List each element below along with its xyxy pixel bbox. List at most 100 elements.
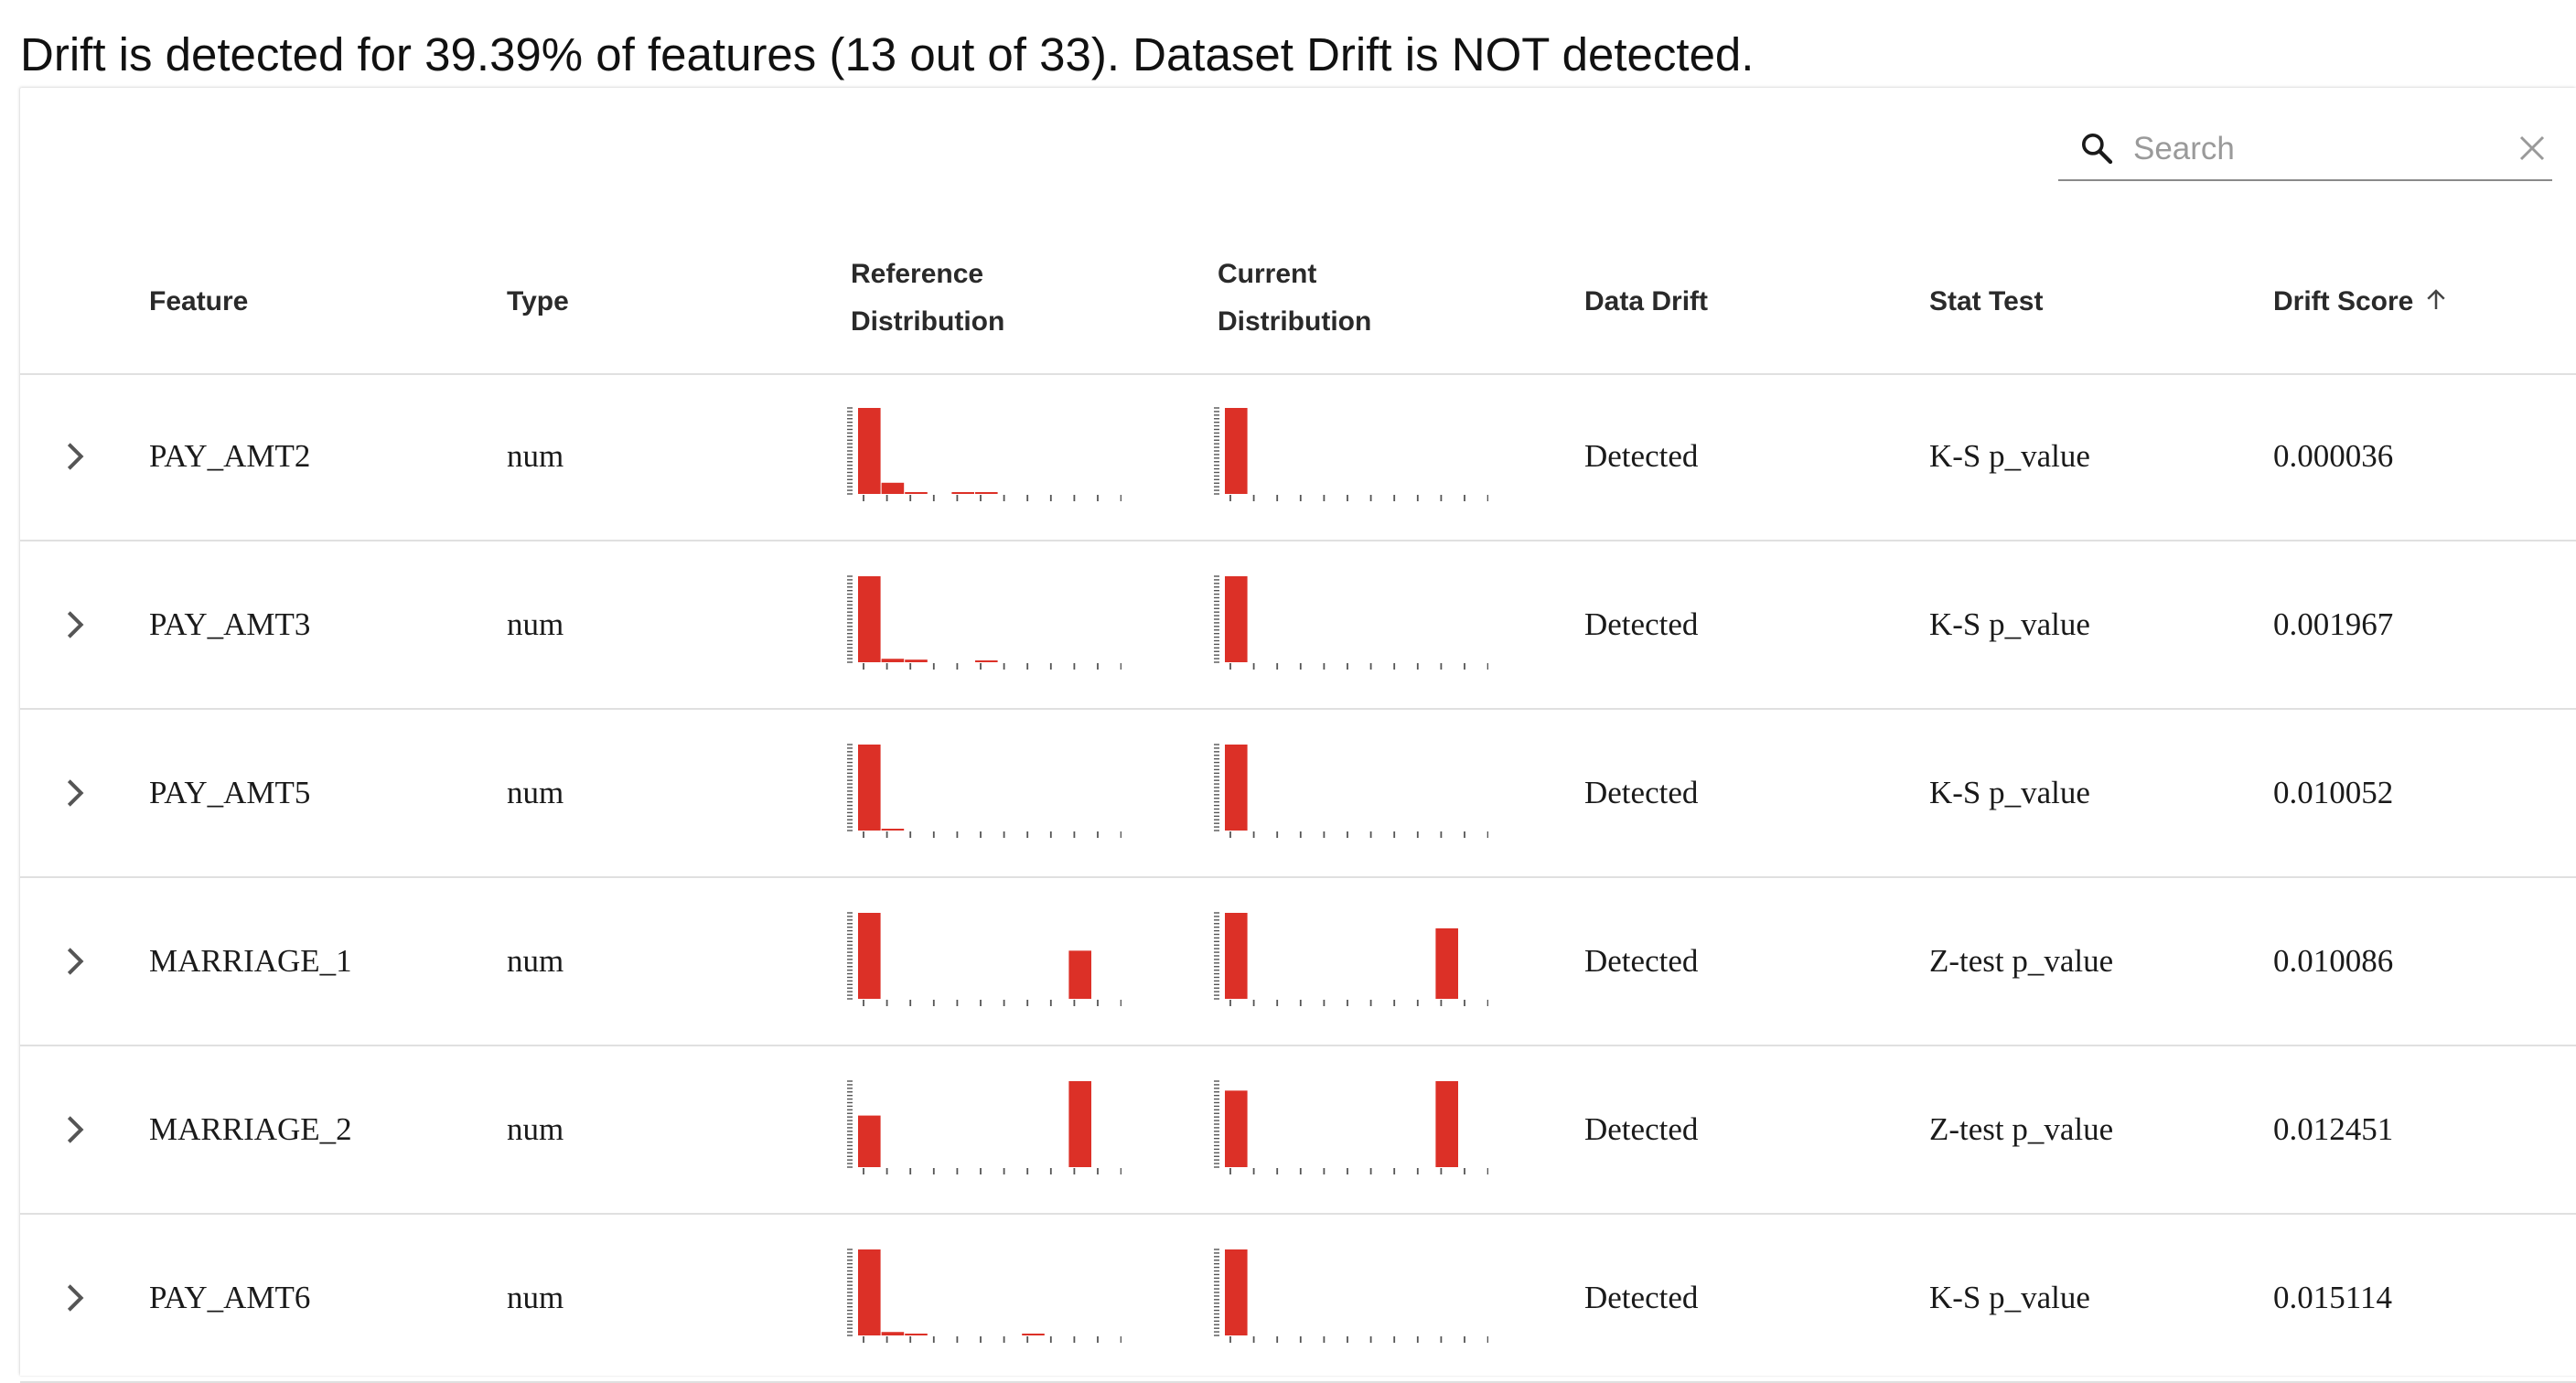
table-row[interactable]: MARRIAGE_1 num Detected Z-test p_value 0.010… xyxy=(20,878,2576,1046)
feature-type: num xyxy=(507,438,564,474)
histogram-bar xyxy=(1225,745,1248,831)
table-body: PAY_AMT2 num Detected K-S p_value 0.000036 PA… xyxy=(20,373,2576,1383)
table-row[interactable]: MARRIAGE_2 num Detected Z-test p_value 0.012… xyxy=(20,1046,2576,1215)
histogram-bar xyxy=(881,482,905,494)
histogram-bar xyxy=(975,660,998,662)
drift-table-card: Feature Type Reference Distribution Curr… xyxy=(20,88,2576,1383)
stat-test: K-S p_value xyxy=(1929,438,2090,474)
chevron-right-icon[interactable] xyxy=(57,1111,93,1148)
reference-distribution-histogram xyxy=(847,744,1122,838)
column-header-drift-score[interactable]: Drift Score xyxy=(2273,278,2450,326)
table-row[interactable]: PAY_AMT6 num Detected K-S p_value 0.015114 xyxy=(20,1215,2576,1383)
current-distribution-histogram xyxy=(1214,1249,1488,1343)
column-header-reference-line2: Distribution xyxy=(851,306,1005,337)
histogram-bar xyxy=(905,492,928,494)
drift-summary: Drift is detected for 39.39% of features… xyxy=(20,28,1755,80)
reference-distribution-histogram xyxy=(847,407,1122,501)
stat-test: K-S p_value xyxy=(1929,1280,2090,1315)
column-header-current-line1: Current xyxy=(1218,259,1317,289)
search-icon xyxy=(2082,134,2113,165)
drift-score: 0.001967 xyxy=(2273,606,2394,642)
table-row[interactable]: PAY_AMT5 num Detected K-S p_value 0.010052 xyxy=(20,710,2576,878)
histogram-bar xyxy=(1225,1090,1248,1167)
histogram-bar xyxy=(881,659,905,662)
reference-distribution-histogram xyxy=(847,1080,1122,1174)
arrow-up-icon[interactable] xyxy=(2422,286,2450,314)
column-header-type[interactable]: Type xyxy=(507,286,569,316)
current-distribution-histogram xyxy=(1214,912,1488,1006)
histogram-bar xyxy=(881,1332,905,1335)
search-box xyxy=(2058,121,2552,181)
reference-distribution-histogram xyxy=(847,575,1122,670)
stat-test: K-S p_value xyxy=(1929,775,2090,810)
search-input[interactable] xyxy=(2133,126,2481,172)
histogram-bar xyxy=(951,492,974,494)
histogram-bar xyxy=(1068,1081,1091,1167)
feature-type: num xyxy=(507,943,564,979)
feature-name: PAY_AMT6 xyxy=(149,1280,311,1315)
histogram-bar xyxy=(1022,1334,1045,1335)
column-header-drift-score-label: Drift Score xyxy=(2273,286,2414,316)
table-row[interactable]: PAY_AMT3 num Detected K-S p_value 0.001967 xyxy=(20,541,2576,710)
feature-name: MARRIAGE_2 xyxy=(149,1111,352,1147)
current-distribution-histogram xyxy=(1214,407,1488,501)
data-drift-status: Detected xyxy=(1584,943,1699,979)
histogram-bar xyxy=(858,1249,881,1335)
column-header-current-distribution: Current Distribution xyxy=(1218,251,1419,346)
column-header-feature[interactable]: Feature xyxy=(149,286,249,316)
histogram-bar xyxy=(905,1334,928,1335)
drift-score: 0.000036 xyxy=(2273,438,2394,474)
data-drift-status: Detected xyxy=(1584,1111,1699,1147)
feature-type: num xyxy=(507,775,564,810)
data-drift-status: Detected xyxy=(1584,1280,1699,1315)
stat-test: Z-test p_value xyxy=(1929,1111,2114,1147)
column-header-data-drift[interactable]: Data Drift xyxy=(1584,286,1709,316)
drift-score: 0.010086 xyxy=(2273,943,2394,979)
column-header-reference-line1: Reference xyxy=(851,259,984,289)
feature-name: PAY_AMT3 xyxy=(149,606,311,642)
histogram-bar xyxy=(858,745,881,831)
histogram-bar xyxy=(905,659,928,662)
feature-type: num xyxy=(507,1111,564,1147)
histogram-bar xyxy=(1225,408,1248,494)
current-distribution-histogram xyxy=(1214,575,1488,670)
chevron-right-icon[interactable] xyxy=(57,943,93,980)
histogram-bar xyxy=(881,829,905,831)
column-header-current-line2: Distribution xyxy=(1218,306,1372,337)
histogram-bar xyxy=(858,408,881,494)
column-header-stat-test[interactable]: Stat Test xyxy=(1929,286,2044,316)
histogram-bar xyxy=(1225,576,1248,662)
histogram-bar xyxy=(858,913,881,999)
histogram-bar xyxy=(1435,927,1458,999)
chevron-right-icon[interactable] xyxy=(57,438,93,475)
stat-test: Z-test p_value xyxy=(1929,943,2114,979)
histogram-bar xyxy=(1435,1081,1458,1167)
table-header: Feature Type Reference Distribution Curr… xyxy=(20,234,2576,375)
reference-distribution-histogram xyxy=(847,1249,1122,1343)
table-row[interactable]: PAY_AMT2 num Detected K-S p_value 0.000036 xyxy=(20,373,2576,541)
drift-score: 0.015114 xyxy=(2273,1280,2392,1315)
chevron-right-icon[interactable] xyxy=(57,606,93,643)
feature-name: PAY_AMT5 xyxy=(149,775,311,810)
feature-type: num xyxy=(507,606,564,642)
chevron-right-icon[interactable] xyxy=(57,1280,93,1316)
drift-score: 0.010052 xyxy=(2273,775,2394,810)
current-distribution-histogram xyxy=(1214,744,1488,838)
column-header-reference-distribution: Reference Distribution xyxy=(851,251,1052,346)
data-drift-status: Detected xyxy=(1584,606,1699,642)
histogram-bar xyxy=(1068,950,1091,999)
data-drift-status: Detected xyxy=(1584,438,1699,474)
histogram-bar xyxy=(1225,913,1248,999)
chevron-right-icon[interactable] xyxy=(57,775,93,811)
current-distribution-histogram xyxy=(1214,1080,1488,1174)
histogram-bar xyxy=(1225,1249,1248,1335)
feature-name: PAY_AMT2 xyxy=(149,438,311,474)
feature-name: MARRIAGE_1 xyxy=(149,943,352,979)
feature-type: num xyxy=(507,1280,564,1315)
close-icon[interactable] xyxy=(2516,132,2549,165)
reference-distribution-histogram xyxy=(847,912,1122,1006)
drift-score: 0.012451 xyxy=(2273,1111,2394,1147)
histogram-bar xyxy=(858,1115,881,1167)
stat-test: K-S p_value xyxy=(1929,606,2090,642)
histogram-bar xyxy=(858,576,881,662)
